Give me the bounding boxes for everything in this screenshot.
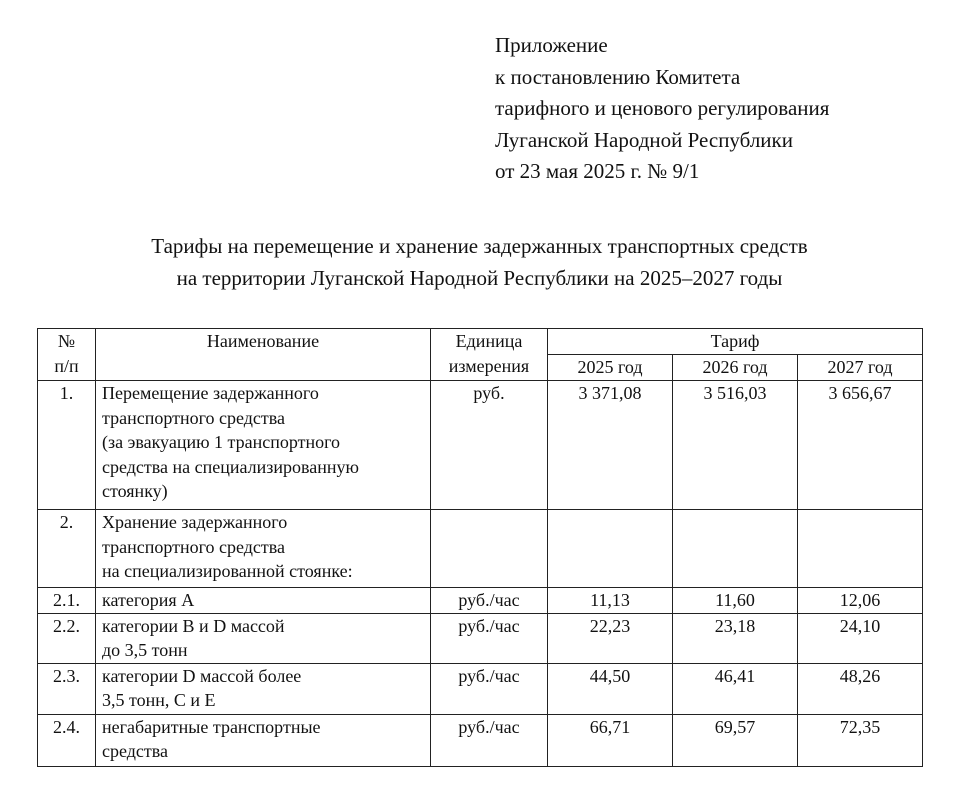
- row-value-2026: 11,60: [672, 587, 798, 614]
- row-value-2026: 69,57: [672, 713, 798, 767]
- row-unit: руб.: [430, 380, 548, 510]
- row-name: негабаритные транспортные средства: [95, 713, 431, 767]
- row-value-2025: 66,71: [547, 713, 673, 767]
- row-name: категория А: [95, 587, 431, 614]
- row-value-2027: 48,26: [797, 662, 923, 715]
- document-title: Тарифы на перемещение и хранение задержа…: [151, 234, 808, 290]
- row-unit: руб./час: [430, 713, 548, 767]
- header-year-2026: 2026 год: [672, 354, 798, 381]
- row-num: 1.: [37, 380, 96, 510]
- tariff-table: № п/п Наименование Единица измерения Тар…: [37, 328, 923, 767]
- header-num: № п/п: [37, 328, 96, 381]
- header-year-2027: 2027 год: [797, 354, 923, 381]
- row-value-2026: 3 516,03: [672, 380, 798, 510]
- row-value-2027: 72,35: [797, 713, 923, 767]
- table-row: 2. Хранение задержанного транспортного ср…: [37, 509, 923, 588]
- row-value-2027: [797, 509, 923, 588]
- row-unit: руб./час: [430, 612, 548, 664]
- row-name: Хранение задержанного транспортного сред…: [95, 509, 431, 588]
- table-row: 2.2. категории B и D массой до 3,5 тонн ру…: [37, 612, 923, 664]
- table-row: 1. Перемещение задержанного транспортного…: [37, 380, 923, 510]
- table-row: 2.4. негабаритные транспортные средства ру…: [37, 713, 923, 767]
- row-unit: [430, 509, 548, 588]
- header-tariff: Тариф: [547, 328, 923, 355]
- row-value-2026: [672, 509, 798, 588]
- row-unit: руб./час: [430, 587, 548, 614]
- row-name: Перемещение задержанного транспортного с…: [95, 380, 431, 510]
- row-value-2025: 11,13: [547, 587, 673, 614]
- row-num: 2.2.: [37, 612, 96, 664]
- row-num: 2.4.: [37, 713, 96, 767]
- row-name: категории D массой более 3,5 тонн, С и Е: [95, 662, 431, 715]
- table-row: 2.3. категории D массой более 3,5 тонн, С…: [37, 662, 923, 715]
- row-value-2027: 24,10: [797, 612, 923, 664]
- row-value-2025: 3 371,08: [547, 380, 673, 510]
- row-value-2025: [547, 509, 673, 588]
- row-num: 2.1.: [37, 587, 96, 614]
- row-value-2026: 46,41: [672, 662, 798, 715]
- appendix-header: Приложение к постановлению Комитета тари…: [495, 33, 830, 183]
- header-year-2025: 2025 год: [547, 354, 673, 381]
- row-value-2027: 3 656,67: [797, 380, 923, 510]
- row-num: 2.: [37, 509, 96, 588]
- row-name: категории B и D массой до 3,5 тонн: [95, 612, 431, 664]
- header-name: Наименование: [95, 328, 431, 381]
- row-num: 2.3.: [37, 662, 96, 715]
- row-value-2025: 22,23: [547, 612, 673, 664]
- row-value-2025: 44,50: [547, 662, 673, 715]
- row-value-2027: 12,06: [797, 587, 923, 614]
- row-unit: руб./час: [430, 662, 548, 715]
- header-unit: Единица измерения: [430, 328, 548, 381]
- row-value-2026: 23,18: [672, 612, 798, 664]
